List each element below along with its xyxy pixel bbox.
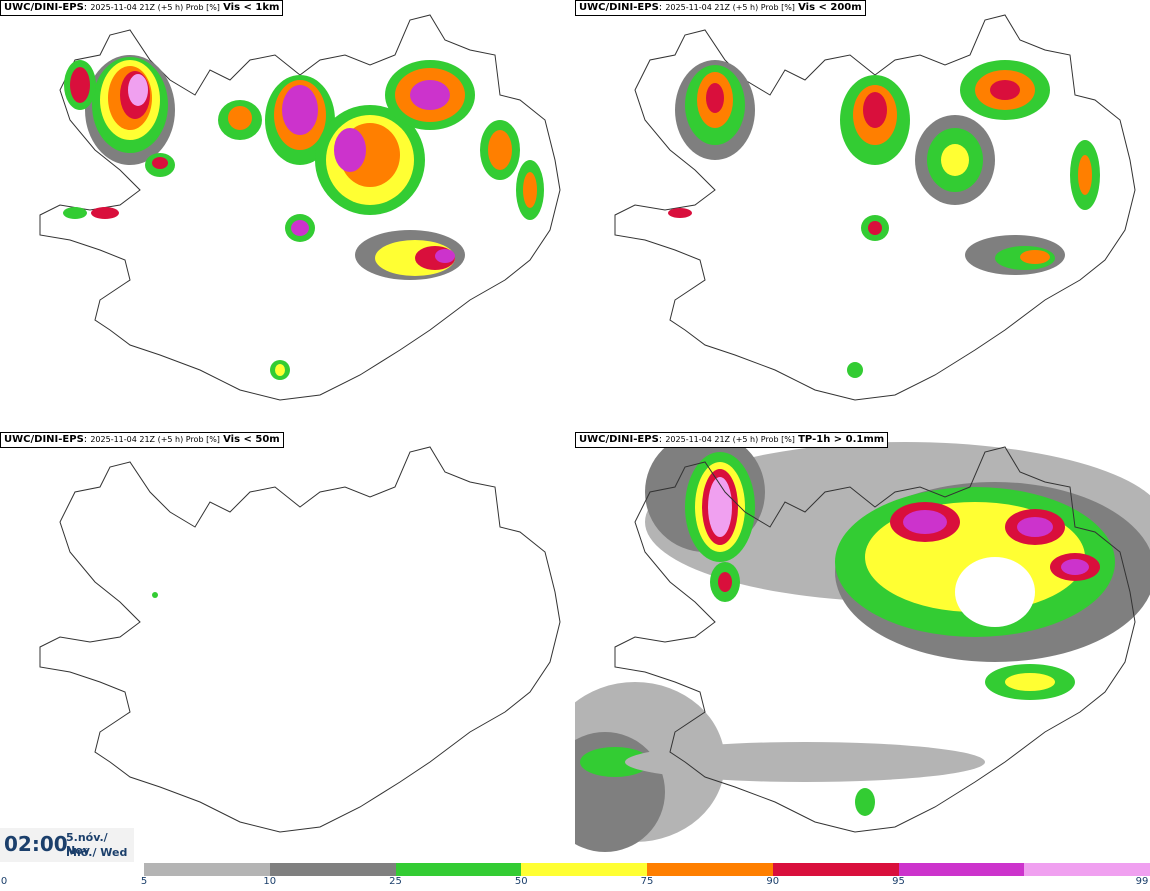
probability-field — [152, 592, 158, 598]
colorbar-tick-label: 90 — [766, 876, 780, 887]
map-canvas — [575, 432, 1150, 852]
colorbar-tick-label: 0 — [0, 876, 8, 887]
colorbar-tick-label: 50 — [514, 876, 528, 887]
colorbar-tick-label: 95 — [892, 876, 905, 887]
map-canvas — [39, 446, 561, 833]
colorbar-tick-label: 25 — [389, 876, 402, 887]
valid-time: 02:00 — [4, 832, 68, 856]
probability-field — [63, 55, 544, 380]
colorbar-segment — [395, 863, 522, 876]
colorbar-segment — [144, 863, 270, 876]
map-panel-vis-200m: UWC/DINI-EPS: 2025-11-04 21Z (+5 h) Prob… — [575, 0, 1150, 432]
map-panel-vis-1km: UWC/DINI-EPS: 2025-11-04 21Z (+5 h) Prob… — [0, 0, 575, 432]
map-panel-tp-1h: UWC/DINI-EPS: 2025-11-04 21Z (+5 h) Prob… — [575, 432, 1150, 864]
colorbar-tick-label: 99 — [1135, 876, 1149, 887]
valid-date-line1: 5.nóv./ Nov — [66, 831, 108, 857]
panel-title: UWC/DINI-EPS: 2025-11-04 21Z (+5 h) Prob… — [0, 432, 284, 448]
colorbar-tick-label: 10 — [263, 876, 277, 887]
colorbar-tick-label: 75 — [640, 876, 654, 887]
colorbar — [144, 863, 1150, 876]
map-canvas — [614, 14, 1136, 401]
valid-date-line2: Mið./ Wed — [66, 846, 128, 859]
probability-field — [668, 60, 1100, 378]
colorbar-segment — [647, 863, 773, 876]
panel-title: UWC/DINI-EPS: 2025-11-04 21Z (+5 h) Prob… — [0, 0, 284, 16]
colorbar-segment — [898, 863, 1025, 876]
colorbar-segment — [1024, 863, 1150, 876]
panel-title: UWC/DINI-EPS: 2025-11-04 21Z (+5 h) Prob… — [575, 432, 889, 448]
colorbar-tick-label: 5 — [140, 876, 148, 887]
map-panel-vis-50m: UWC/DINI-EPS: 2025-11-04 21Z (+5 h) Prob… — [0, 432, 575, 864]
panel-title: UWC/DINI-EPS: 2025-11-04 21Z (+5 h) Prob… — [575, 0, 866, 16]
map-canvas — [39, 14, 561, 401]
colorbar-segment — [772, 863, 899, 876]
valid-time-box: 02:00 5.nóv./ Nov Mið./ Wed — [0, 828, 134, 862]
colorbar-segment — [521, 863, 647, 876]
probability-field — [575, 432, 1150, 852]
colorbar-segment — [269, 863, 396, 876]
